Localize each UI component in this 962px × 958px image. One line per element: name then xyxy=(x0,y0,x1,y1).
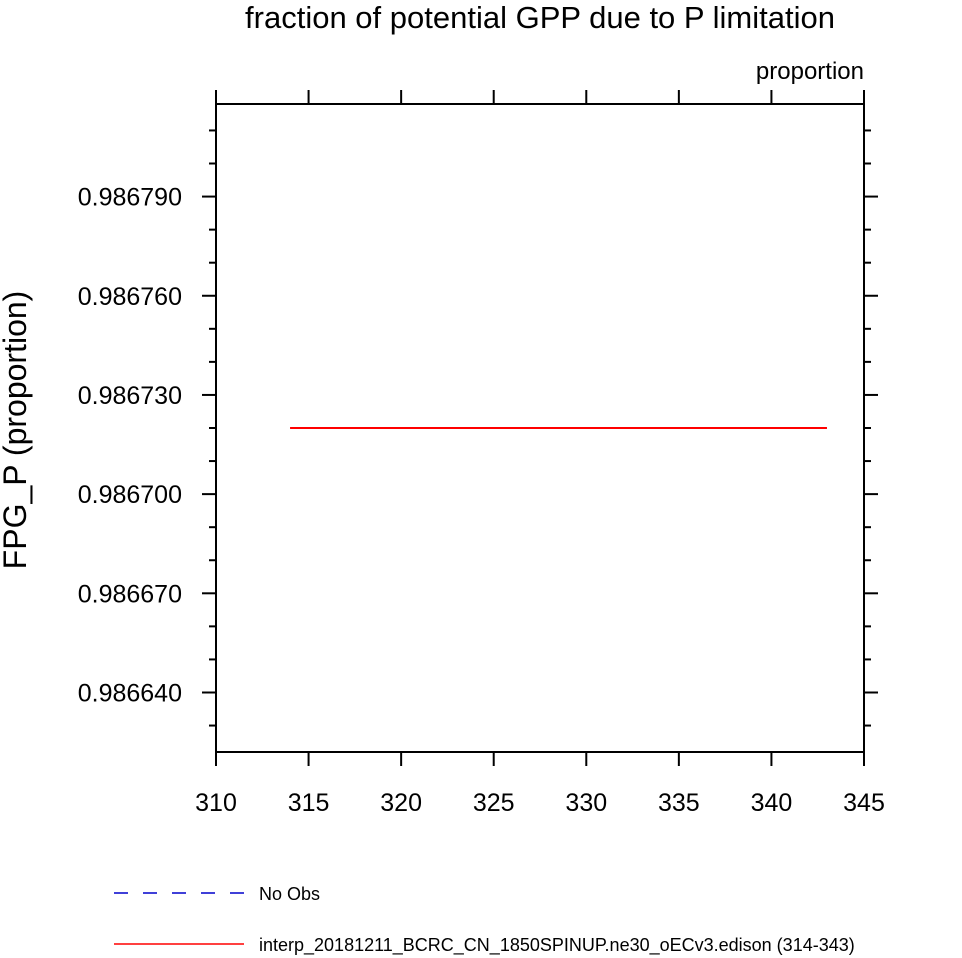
y-axis-label: FPG_P (proportion) xyxy=(0,291,33,570)
legend: No Obs interp_20181211_BCRC_CN_1850SPINUP… xyxy=(114,884,855,956)
legend-label: No Obs xyxy=(259,884,320,904)
x-tick-label: 330 xyxy=(565,789,607,817)
tick-labels: 310 315 320 325 330 335 340 345 0.986640 0.986670… xyxy=(78,184,885,817)
y-tick-label: 0.986640 xyxy=(78,679,182,707)
units-label: proportion xyxy=(756,58,864,85)
x-tick-label: 310 xyxy=(195,789,237,817)
y-tick-label: 0.986670 xyxy=(78,580,182,608)
chart-title: fraction of potential GPP due to P limit… xyxy=(245,0,835,35)
y-tick-label: 0.986700 xyxy=(78,481,182,509)
axis-ticks xyxy=(202,90,878,766)
x-tick-label: 325 xyxy=(473,789,515,817)
x-tick-label: 315 xyxy=(288,789,330,817)
x-tick-label: 345 xyxy=(843,789,885,817)
x-tick-label: 320 xyxy=(380,789,422,817)
x-tick-label: 340 xyxy=(751,789,793,817)
y-tick-label: 0.986760 xyxy=(78,283,182,311)
y-tick-label: 0.986790 xyxy=(78,184,182,212)
x-tick-label: 335 xyxy=(658,789,700,817)
legend-label: interp_20181211_BCRC_CN_1850SPINUP.ne30_… xyxy=(259,935,855,956)
y-tick-label: 0.986730 xyxy=(78,382,182,410)
